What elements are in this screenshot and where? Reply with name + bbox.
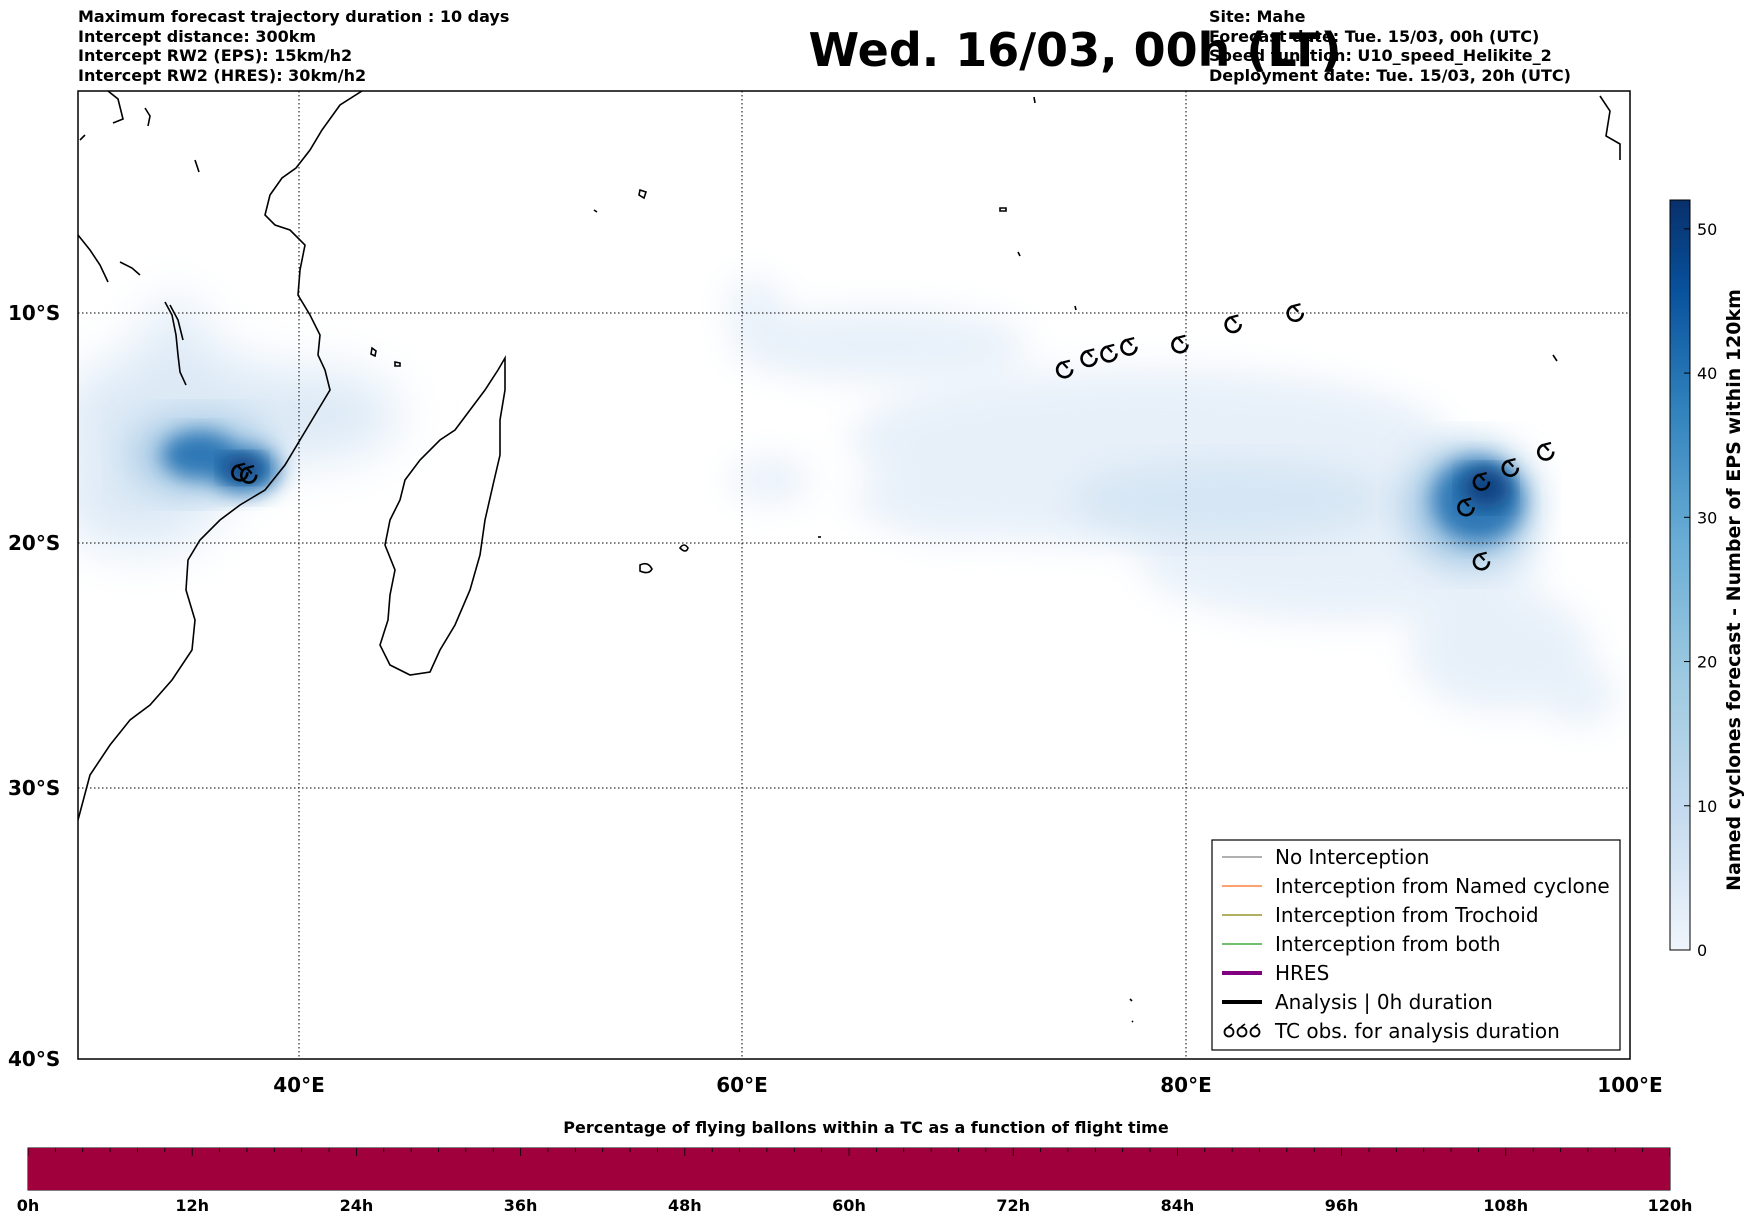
map-frame xyxy=(77,90,1631,1060)
bar-tick-label: 108h xyxy=(1483,1196,1528,1215)
legend-label: Analysis | 0h duration xyxy=(1275,990,1493,1014)
tc-obs-marker xyxy=(1286,303,1305,322)
tc-obs-marker xyxy=(1100,343,1118,363)
colorbar-tick-label: 0 xyxy=(1697,941,1707,960)
flight-time-bar: Percentage of flying ballons within a TC… xyxy=(17,1118,1693,1215)
tc-obs-marker xyxy=(1080,348,1098,368)
legend-item: Interception from Named cyclone xyxy=(1222,874,1610,898)
bar-tick-label: 60h xyxy=(832,1196,866,1215)
colorbar-label: Named cyclones forecast - Number of EPS … xyxy=(1723,289,1745,891)
bar-tick-label: 12h xyxy=(175,1196,209,1215)
colorbar-tick-label: 40 xyxy=(1697,364,1717,383)
legend-item: Analysis | 0h duration xyxy=(1222,990,1493,1014)
lon-tick-60e: 60°E xyxy=(716,1073,768,1097)
legend-item: Interception from both xyxy=(1222,932,1501,956)
lon-tick-labels: 40°E 60°E 80°E 100°E xyxy=(273,1073,1662,1097)
colorbar-gradient xyxy=(1669,199,1691,951)
colorbar: 0 10 20 30 40 50 Named cyclones forecast - Nu… xyxy=(1669,199,1745,960)
map-panel xyxy=(78,91,1630,1059)
header-line-duration: Maximum forecast trajectory duration : 1… xyxy=(78,7,510,26)
legend-item: Interception from Trochoid xyxy=(1222,903,1539,927)
header-line-eps: Intercept RW2 (EPS): 15km/h2 xyxy=(78,46,353,65)
legend-label: Interception from both xyxy=(1275,932,1501,956)
bar-tick-label: 36h xyxy=(504,1196,538,1215)
legend-label: HRES xyxy=(1275,961,1329,985)
tc-obs-marker xyxy=(1171,334,1189,354)
tc-obs-marker xyxy=(1224,314,1242,334)
bar-tick-label: 120h xyxy=(1648,1196,1693,1215)
header-line-forecast-date: Forecast date: Tue. 15/03, 00h (UTC) xyxy=(1209,26,1540,46)
header-left-info: Maximum forecast trajectory duration : 1… xyxy=(78,7,509,85)
bar-tick-label: 24h xyxy=(340,1196,374,1215)
tc-observations xyxy=(231,303,1555,571)
legend-tc-symbol xyxy=(1223,1023,1261,1038)
lon-tick-100e: 100°E xyxy=(1597,1073,1662,1097)
lat-tick-40s: 40°S xyxy=(8,1047,60,1071)
colorbar-tick-label: 10 xyxy=(1697,797,1717,816)
flight-time-bar-title: Percentage of flying ballons within a TC… xyxy=(563,1118,1169,1137)
colorbar-tick-label: 30 xyxy=(1697,508,1717,527)
coastlines xyxy=(78,91,1621,1023)
tc-obs-marker xyxy=(1120,336,1138,356)
header-line-distance: Intercept distance: 300km xyxy=(78,26,317,46)
tc-obs-marker xyxy=(239,464,258,484)
header-right-info: Site: Mahe Forecast date: Tue. 15/03, 00… xyxy=(1209,7,1571,85)
map-title: Wed. 16/03, 00h (LT) xyxy=(808,23,1342,77)
legend-label: Interception from Named cyclone xyxy=(1275,874,1610,898)
header-line-site: Site: Mahe xyxy=(1209,7,1306,26)
bar-tick-label: 0h xyxy=(17,1196,40,1215)
legend-item: HRES xyxy=(1222,961,1329,985)
eps-density-east xyxy=(727,279,1615,725)
lon-tick-40e: 40°E xyxy=(273,1073,325,1097)
bar-tick-label: 96h xyxy=(1325,1196,1359,1215)
lat-tick-labels: 10°S 20°S 30°S 40°S xyxy=(8,301,60,1071)
tc-obs-marker xyxy=(1055,359,1074,379)
legend-label: No Interception xyxy=(1275,845,1429,869)
tc-obs-marker xyxy=(1536,441,1555,461)
colorbar-tick-label: 50 xyxy=(1697,220,1717,239)
legend-box xyxy=(1211,839,1621,1051)
lat-tick-20s: 20°S xyxy=(8,531,60,555)
legend-label: Interception from Trochoid xyxy=(1275,903,1539,927)
legend-item: No Interception xyxy=(1222,845,1429,869)
header-line-hres: Intercept RW2 (HRES): 30km/h2 xyxy=(78,65,367,85)
tc-obs-marker xyxy=(1457,497,1475,517)
eps-density-west xyxy=(78,300,400,550)
lon-tick-80e: 80°E xyxy=(1160,1073,1212,1097)
bar-tick-label: 84h xyxy=(1161,1196,1195,1215)
bar-tick-label: 48h xyxy=(668,1196,702,1215)
colorbar-tick-label: 20 xyxy=(1697,653,1717,672)
bar-tick-label: 72h xyxy=(996,1196,1030,1215)
lat-tick-10s: 10°S xyxy=(8,301,60,325)
header-line-speed-function: Speed function: U10_speed_Helikite_2 xyxy=(1209,46,1552,65)
legend-item: TC obs. for analysis duration xyxy=(1223,1019,1560,1043)
graticule xyxy=(78,91,1630,1059)
tc-obs-marker xyxy=(1472,551,1491,571)
tc-obs-marker xyxy=(1501,458,1520,477)
tc-obs-marker xyxy=(1472,471,1491,491)
legend: No Interception Interception from Named c… xyxy=(1211,839,1621,1051)
header-line-deployment-date: Deployment date: Tue. 15/03, 20h (UTC) xyxy=(1209,65,1571,85)
lat-tick-30s: 30°S xyxy=(8,776,60,800)
legend-label: TC obs. for analysis duration xyxy=(1274,1019,1560,1043)
